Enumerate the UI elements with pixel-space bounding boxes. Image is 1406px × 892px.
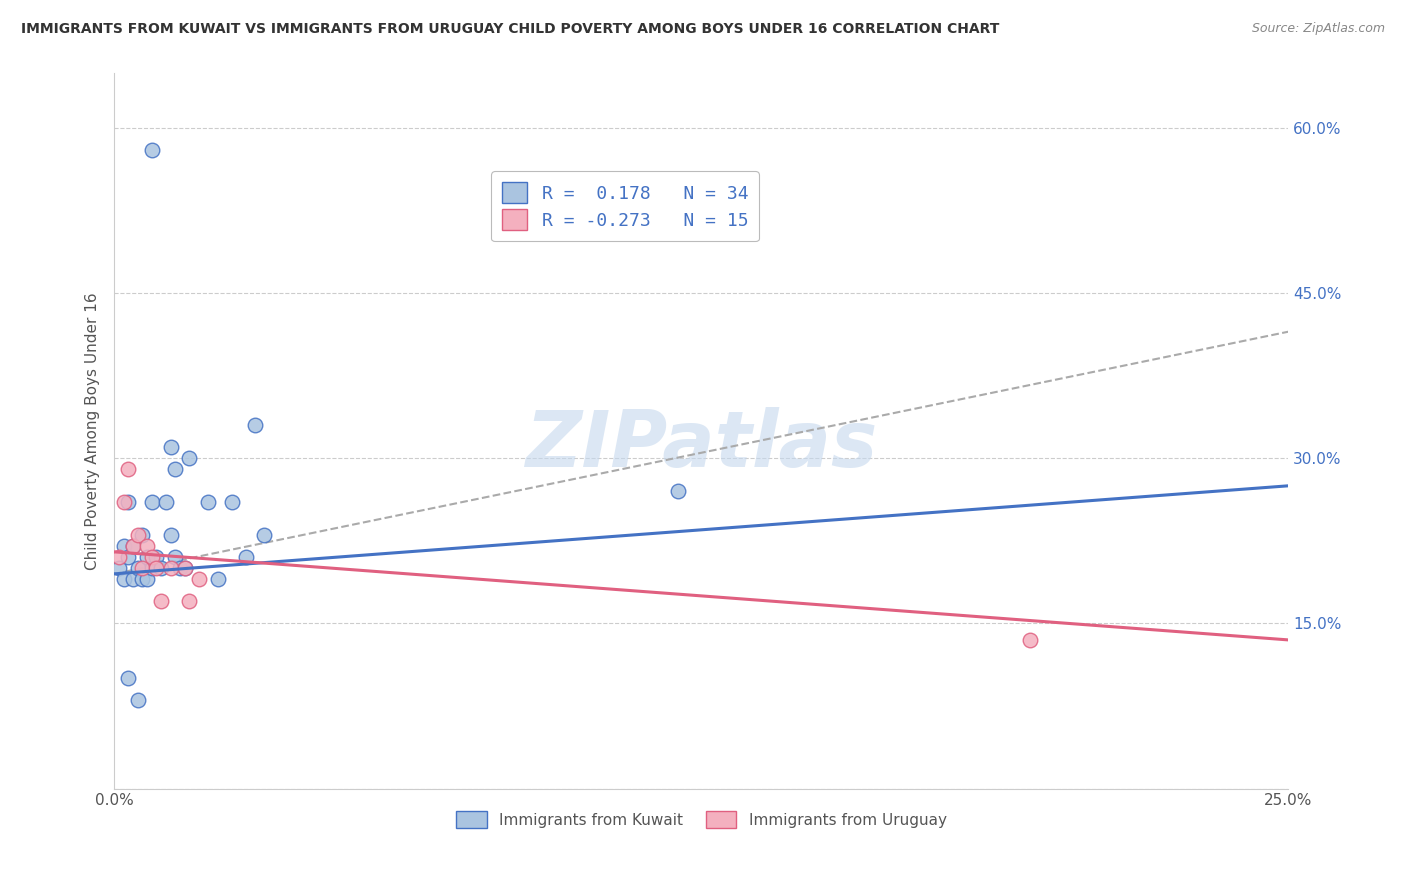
- Point: [127, 561, 149, 575]
- Point: [131, 573, 153, 587]
- Point: [243, 418, 266, 433]
- Point: [179, 594, 201, 608]
- Point: [136, 573, 159, 587]
- Point: [117, 462, 139, 476]
- Point: [165, 462, 187, 476]
- Point: [159, 440, 181, 454]
- Point: [187, 573, 209, 587]
- Point: [141, 495, 163, 509]
- Point: [112, 495, 135, 509]
- Point: [141, 550, 163, 565]
- Point: [136, 539, 159, 553]
- Point: [141, 143, 163, 157]
- Point: [108, 561, 131, 575]
- Point: [117, 495, 139, 509]
- Point: [122, 539, 145, 553]
- Point: [112, 539, 135, 553]
- Point: [207, 573, 229, 587]
- Point: [145, 561, 167, 575]
- Y-axis label: Child Poverty Among Boys Under 16: Child Poverty Among Boys Under 16: [86, 292, 100, 570]
- Point: [179, 451, 201, 466]
- Point: [253, 528, 276, 542]
- Point: [131, 561, 153, 575]
- Point: [136, 550, 159, 565]
- Text: ZIPatlas: ZIPatlas: [526, 407, 877, 483]
- Point: [169, 561, 191, 575]
- Point: [666, 484, 689, 499]
- Point: [122, 573, 145, 587]
- Point: [165, 550, 187, 565]
- Point: [127, 528, 149, 542]
- Point: [173, 561, 195, 575]
- Point: [221, 495, 243, 509]
- Point: [131, 528, 153, 542]
- Point: [108, 550, 131, 565]
- Point: [173, 561, 195, 575]
- Point: [150, 561, 173, 575]
- Point: [155, 495, 177, 509]
- Point: [141, 561, 163, 575]
- Point: [112, 573, 135, 587]
- Point: [117, 550, 139, 565]
- Point: [122, 539, 145, 553]
- Point: [145, 550, 167, 565]
- Text: Source: ZipAtlas.com: Source: ZipAtlas.com: [1251, 22, 1385, 36]
- Point: [127, 693, 149, 707]
- Text: IMMIGRANTS FROM KUWAIT VS IMMIGRANTS FROM URUGUAY CHILD POVERTY AMONG BOYS UNDER: IMMIGRANTS FROM KUWAIT VS IMMIGRANTS FRO…: [21, 22, 1000, 37]
- Point: [150, 594, 173, 608]
- Point: [197, 495, 219, 509]
- Point: [117, 672, 139, 686]
- Point: [1019, 632, 1042, 647]
- Point: [159, 528, 181, 542]
- Legend: Immigrants from Kuwait, Immigrants from Uruguay: Immigrants from Kuwait, Immigrants from …: [450, 805, 953, 835]
- Point: [159, 561, 181, 575]
- Point: [235, 550, 257, 565]
